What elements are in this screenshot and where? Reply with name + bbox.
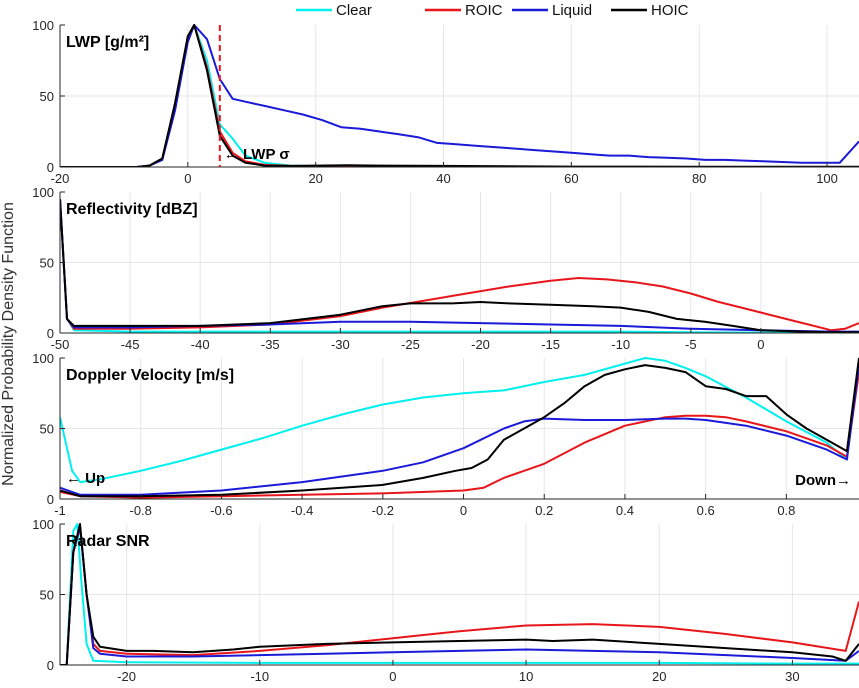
panel-doppler-velocity-m-s: -1 -0.8 -0.6 -0.4 -0.2 0 0.2 0.4 0.6 0.8 0 50 100 Dop… — [32, 351, 859, 518]
y-tick-label: 0 — [47, 160, 54, 175]
series-line-roic — [60, 199, 859, 332]
x-tick-label: 0.8 — [777, 503, 795, 518]
x-tick-label: 0 — [460, 503, 467, 518]
panel-title: Doppler Velocity [m/s] — [66, 367, 234, 384]
series-line-liquid — [60, 24, 859, 167]
x-tick-label: -0.2 — [372, 503, 394, 518]
x-tick-label: -45 — [121, 337, 140, 352]
x-tick-label: 0 — [757, 337, 764, 352]
series-line-hoic — [60, 357, 859, 498]
x-tick-label: 100 — [816, 171, 838, 186]
x-tick-label: -10 — [250, 669, 269, 684]
x-tick-label: 0 — [184, 171, 191, 186]
x-tick-label: 20 — [308, 171, 322, 186]
x-tick-label: 30 — [785, 669, 799, 684]
up-annotation: ← Up — [66, 470, 105, 487]
legend: Clear ROIC Liquid HOIC — [296, 2, 689, 19]
lwp-sigma-label: ← LWP σ — [224, 146, 290, 163]
series-line-hoic — [60, 523, 859, 665]
x-tick-label: 0 — [389, 669, 396, 684]
x-tick-label: 60 — [564, 171, 578, 186]
x-tick-label: -20 — [471, 337, 490, 352]
panel-title: Radar SNR — [66, 533, 150, 550]
series-line-clear — [60, 199, 859, 333]
panel-reflectivity-dbz: -50 -45 -40 -35 -30 -25 -20 -15 -10 -5 0050100Refl… — [32, 185, 859, 352]
x-tick-label: -0.4 — [291, 503, 313, 518]
x-tick-label: -1 — [54, 503, 66, 518]
y-axis-label: Normalized Probability Density Function — [0, 202, 17, 486]
y-tick-label: 100 — [32, 351, 54, 366]
y-tick-label: 100 — [32, 185, 54, 200]
legend-label-hoic: HOIC — [651, 2, 689, 19]
x-tick-label: 80 — [692, 171, 706, 186]
grid — [60, 192, 859, 333]
down-annotation: Down→ — [795, 472, 851, 489]
series-group — [60, 199, 859, 333]
x-tick-label: 40 — [436, 171, 450, 186]
x-tick-label: -20 — [51, 171, 70, 186]
y-tick-label: 100 — [32, 18, 54, 33]
y-tick-label: 0 — [47, 492, 54, 507]
legend-label-liquid: Liquid — [552, 2, 592, 19]
x-tick-label: -25 — [401, 337, 420, 352]
panel-title: Reflectivity [dBZ] — [66, 201, 198, 218]
y-tick-label: 50 — [40, 422, 54, 437]
x-tick-label: -5 — [685, 337, 697, 352]
x-tick-label: 10 — [519, 669, 533, 684]
panel-title: LWP [g/m²] — [66, 34, 149, 51]
y-tick-label: 50 — [40, 256, 54, 271]
series-group — [60, 357, 859, 499]
x-tick-label: 20 — [652, 669, 666, 684]
y-tick-label: 50 — [40, 588, 54, 603]
y-tick-label: 0 — [47, 658, 54, 673]
y-tick-label: 50 — [40, 89, 54, 104]
x-tick-label: -35 — [261, 337, 280, 352]
panel-radar-snr: -20 -10 0 10 20 30 0 50 100 Radar SNR — [32, 517, 859, 684]
x-tick-label: -50 — [51, 337, 70, 352]
x-tick-label: -20 — [117, 669, 136, 684]
x-tick-label: -30 — [331, 337, 350, 352]
x-tick-label: -40 — [191, 337, 210, 352]
series-line-liquid — [60, 364, 859, 496]
series-group — [60, 523, 859, 665]
legend-label-roic: ROIC — [465, 2, 503, 19]
series-line-roic — [60, 371, 859, 499]
x-tick-label: -0.6 — [210, 503, 232, 518]
series-line-hoic — [60, 24, 859, 167]
series-line-hoic — [60, 199, 859, 333]
series-line-liquid — [60, 199, 859, 333]
x-tick-label: -0.8 — [130, 503, 152, 518]
x-tick-label: 0.4 — [616, 503, 634, 518]
x-tick-label: 0.2 — [535, 503, 553, 518]
y-tick-label: 0 — [47, 326, 54, 341]
x-tick-label: -10 — [611, 337, 630, 352]
x-tick-label: 0.6 — [697, 503, 715, 518]
legend-label-clear: Clear — [336, 2, 372, 19]
x-tick-label: -15 — [541, 337, 560, 352]
y-tick-label: 100 — [32, 517, 54, 532]
grid — [60, 358, 859, 499]
